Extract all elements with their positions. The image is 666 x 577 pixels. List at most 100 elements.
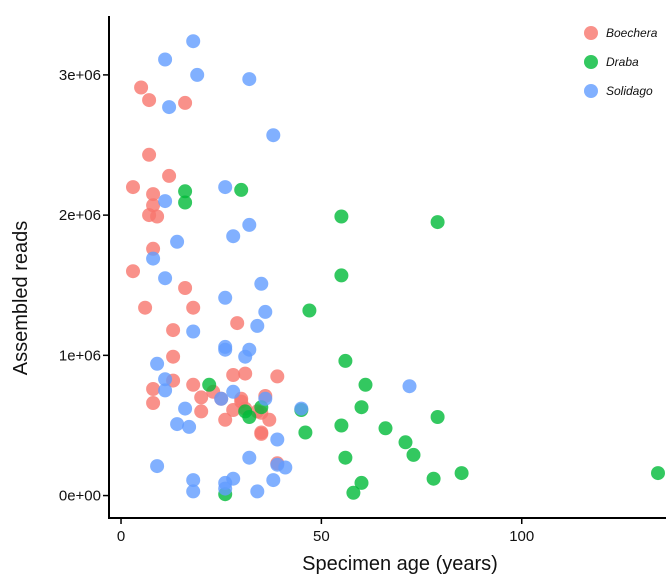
data-point-boechera-0 xyxy=(134,80,149,95)
x-tick-label: 50 xyxy=(313,528,330,545)
data-point-solidago-40 xyxy=(186,473,201,488)
data-point-boechera-20 xyxy=(226,368,241,382)
data-point-solidago-37 xyxy=(150,459,165,474)
data-point-boechera-5 xyxy=(126,180,140,195)
data-point-boechera-36 xyxy=(218,412,233,427)
data-point-solidago-5 xyxy=(266,128,281,143)
y-tick-label: 2e+06 xyxy=(59,207,101,224)
data-point-solidago-6 xyxy=(218,180,233,195)
data-point-boechera-2 xyxy=(178,95,193,110)
x-axis-ticks: 0 50 100 xyxy=(117,518,534,545)
data-point-boechera-6 xyxy=(146,187,161,202)
data-point-boechera-30 xyxy=(146,396,161,410)
data-point-draba-21 xyxy=(338,450,353,465)
data-point-solidago-7 xyxy=(158,194,173,209)
data-point-solidago-1 xyxy=(158,52,173,67)
data-point-boechera-13 xyxy=(138,300,153,315)
data-point-draba-0 xyxy=(178,184,193,199)
data-point-draba-22 xyxy=(454,466,469,481)
data-point-solidago-29 xyxy=(294,401,309,416)
data-point-solidago-44 xyxy=(186,484,201,499)
legend-key-boechera xyxy=(584,26,598,40)
data-point-solidago-28 xyxy=(214,391,229,406)
data-point-boechera-17 xyxy=(166,349,181,364)
data-point-draba-15 xyxy=(242,410,257,424)
data-point-solidago-26 xyxy=(226,384,241,399)
data-point-draba-19 xyxy=(398,435,413,450)
data-point-draba-9 xyxy=(202,377,217,392)
data-point-solidago-36 xyxy=(278,460,293,475)
data-point-boechera-24 xyxy=(186,377,201,392)
data-point-draba-11 xyxy=(430,410,445,424)
data-point-boechera-15 xyxy=(230,316,245,331)
data-point-solidago-34 xyxy=(242,450,257,465)
data-point-boechera-37 xyxy=(262,412,277,427)
data-point-solidago-17 xyxy=(186,324,201,339)
data-point-draba-18 xyxy=(298,425,313,440)
data-point-solidago-0 xyxy=(186,34,201,49)
data-point-boechera-1 xyxy=(142,93,157,108)
data-point-solidago-4 xyxy=(162,100,177,115)
data-point-boechera-19 xyxy=(270,369,285,384)
data-point-solidago-23 xyxy=(158,372,173,387)
data-point-solidago-31 xyxy=(170,417,185,432)
data-point-boechera-39 xyxy=(254,426,269,441)
data-point-solidago-39 xyxy=(266,473,281,488)
data-point-solidago-33 xyxy=(270,432,285,447)
legend-label-solidago: Solidago xyxy=(606,84,653,98)
data-point-boechera-16 xyxy=(166,323,181,338)
data-point-solidago-10 xyxy=(170,234,185,249)
legend-label-draba: Draba xyxy=(606,55,639,69)
data-point-draba-2 xyxy=(178,195,193,210)
data-point-draba-17 xyxy=(378,421,393,436)
data-point-boechera-9 xyxy=(150,209,165,224)
data-point-solidago-8 xyxy=(242,217,257,232)
data-point-solidago-22 xyxy=(150,356,165,371)
data-point-solidago-9 xyxy=(226,229,241,244)
y-axis-ticks: 0e+00 1e+06 2e+06 3e+06 xyxy=(59,67,109,505)
data-point-solidago-27 xyxy=(258,391,273,406)
data-point-boechera-3 xyxy=(142,147,157,162)
data-point-solidago-14 xyxy=(218,290,233,305)
data-point-draba-8 xyxy=(358,377,373,392)
data-point-solidago-30 xyxy=(178,401,193,416)
data-point-draba-20 xyxy=(406,447,421,462)
data-point-boechera-12 xyxy=(178,281,193,295)
legend-key-draba xyxy=(584,55,598,69)
data-point-solidago-43 xyxy=(250,484,265,499)
data-point-solidago-19 xyxy=(218,342,233,357)
data-point-boechera-10 xyxy=(146,241,161,256)
data-point-boechera-4 xyxy=(162,168,177,183)
data-point-boechera-21 xyxy=(238,366,253,381)
y-tick-label: 0e+00 xyxy=(59,488,101,505)
data-point-boechera-26 xyxy=(194,390,209,405)
data-point-solidago-13 xyxy=(254,276,269,291)
data-point-solidago-3 xyxy=(242,72,257,87)
x-tick-label: 100 xyxy=(509,528,534,545)
data-point-boechera-23 xyxy=(146,382,161,396)
data-point-solidago-21 xyxy=(238,349,253,364)
data-point-solidago-11 xyxy=(146,251,161,266)
data-point-boechera-32 xyxy=(226,403,241,417)
data-point-draba-6 xyxy=(302,303,317,318)
data-point-solidago-32 xyxy=(182,419,197,434)
data-point-draba-24 xyxy=(354,475,369,490)
data-point-solidago-25 xyxy=(158,383,173,398)
legend: Boechera Draba Solidago xyxy=(584,26,658,98)
data-point-solidago-15 xyxy=(258,304,273,319)
data-point-solidago-2 xyxy=(190,67,205,82)
data-point-boechera-14 xyxy=(186,300,201,315)
y-tick-label: 3e+06 xyxy=(59,67,101,84)
data-point-draba-23 xyxy=(426,471,441,486)
legend-label-boechera: Boechera xyxy=(606,26,658,40)
data-points xyxy=(126,34,665,502)
data-point-draba-3 xyxy=(334,209,349,224)
plot-area xyxy=(108,16,666,519)
data-point-draba-7 xyxy=(338,353,353,368)
y-axis-title: Assembled reads xyxy=(10,221,32,376)
data-point-draba-10 xyxy=(354,400,369,415)
data-point-draba-4 xyxy=(430,215,445,230)
data-point-solidago-12 xyxy=(158,271,173,286)
data-point-draba-26 xyxy=(651,466,665,481)
